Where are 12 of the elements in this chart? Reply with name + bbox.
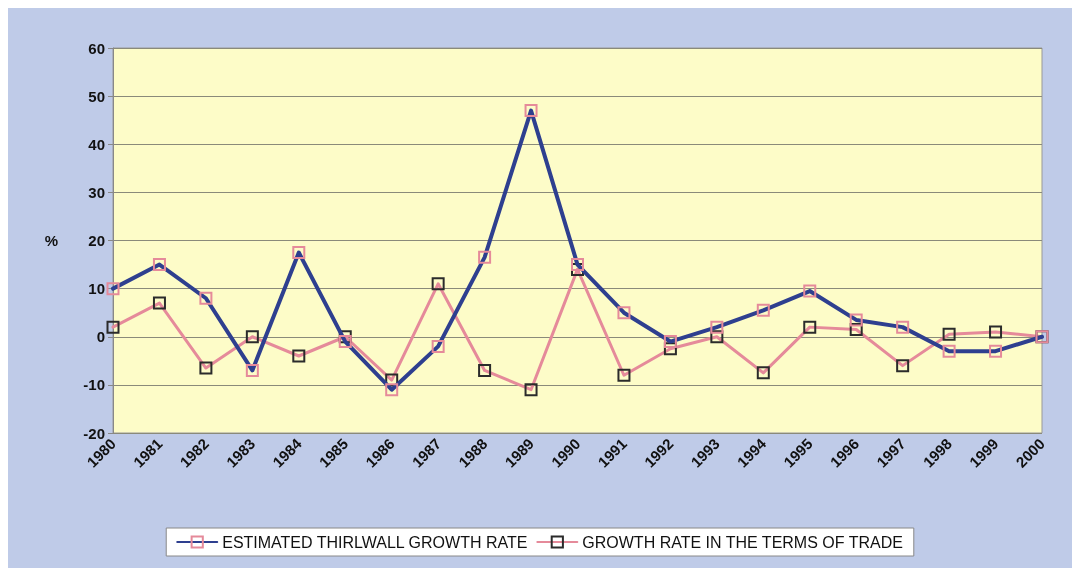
legend-label: GROWTH RATE IN THE TERMS OF TRADE (582, 533, 903, 551)
y-tick-label: 0 (96, 328, 105, 346)
legend-label: ESTIMATED THIRLWALL GROWTH RATE (222, 533, 528, 551)
y-tick-label: 40 (88, 135, 105, 153)
y-tick-label: 50 (88, 87, 105, 105)
y-axis-title: % (44, 232, 58, 249)
y-tick-label: 60 (88, 39, 105, 57)
y-tick-label: 20 (88, 232, 105, 249)
y-tick-label: 30 (88, 183, 105, 201)
y-tick-label: 10 (88, 280, 105, 298)
y-tick-label: -20 (83, 424, 105, 442)
y-tick-label: -10 (83, 376, 105, 394)
